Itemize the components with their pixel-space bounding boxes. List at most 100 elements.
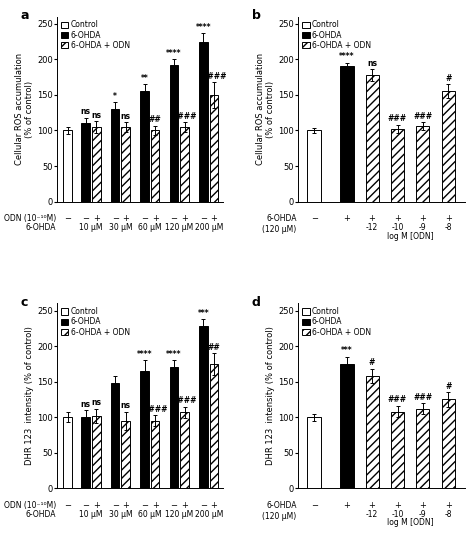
Text: +: + bbox=[181, 501, 188, 510]
Bar bbox=[140, 371, 149, 488]
Bar bbox=[339, 67, 354, 201]
Text: 200 μM: 200 μM bbox=[194, 223, 223, 232]
Text: c: c bbox=[20, 296, 27, 309]
Text: +: + bbox=[93, 214, 100, 224]
Text: 6-OHDA: 6-OHDA bbox=[26, 509, 56, 519]
Bar bbox=[180, 127, 189, 201]
Text: #: # bbox=[369, 359, 375, 367]
Text: 30 μM: 30 μM bbox=[109, 509, 132, 519]
Bar bbox=[442, 400, 455, 488]
Text: 10 μM: 10 μM bbox=[79, 223, 103, 232]
Bar bbox=[391, 129, 404, 201]
Text: +: + bbox=[419, 214, 426, 224]
Text: ###: ### bbox=[413, 392, 432, 402]
Bar bbox=[121, 127, 130, 201]
Text: ****: **** bbox=[166, 350, 182, 359]
Text: ###: ### bbox=[413, 112, 432, 120]
Text: d: d bbox=[252, 296, 260, 309]
Bar bbox=[151, 421, 159, 488]
Text: 60 μM: 60 μM bbox=[138, 223, 162, 232]
Bar bbox=[365, 376, 379, 488]
Y-axis label: DHR 123  intensity (% of control): DHR 123 intensity (% of control) bbox=[25, 326, 34, 465]
Text: 6-OHDA
(120 μM): 6-OHDA (120 μM) bbox=[263, 214, 297, 234]
Text: −: − bbox=[141, 501, 148, 510]
Text: ****: **** bbox=[196, 23, 211, 32]
Legend: Control, 6-OHDA, 6-OHDA + ODN: Control, 6-OHDA, 6-OHDA + ODN bbox=[302, 307, 371, 336]
Bar bbox=[365, 75, 379, 201]
Text: a: a bbox=[20, 9, 29, 22]
Text: −: − bbox=[200, 214, 207, 224]
Text: ns: ns bbox=[91, 398, 101, 407]
Legend: Control, 6-OHDA, 6-OHDA + ODN: Control, 6-OHDA, 6-OHDA + ODN bbox=[61, 307, 130, 336]
Bar bbox=[417, 126, 429, 201]
Text: +: + bbox=[445, 214, 452, 224]
Text: 120 μM: 120 μM bbox=[165, 223, 193, 232]
Text: −: − bbox=[64, 214, 71, 224]
Text: -12: -12 bbox=[366, 223, 378, 232]
Text: +: + bbox=[343, 214, 350, 224]
Text: ****: **** bbox=[166, 49, 182, 58]
Text: 6-OHDA
(120 μM): 6-OHDA (120 μM) bbox=[263, 501, 297, 521]
Text: +: + bbox=[445, 501, 452, 510]
Text: +: + bbox=[343, 501, 350, 510]
Bar bbox=[63, 417, 73, 488]
Bar bbox=[442, 92, 455, 201]
Legend: Control, 6-OHDA, 6-OHDA + ODN: Control, 6-OHDA, 6-OHDA + ODN bbox=[61, 21, 130, 50]
Text: ****: **** bbox=[339, 53, 355, 62]
Text: +: + bbox=[394, 214, 401, 224]
Y-axis label: Cellular ROS accumulation
(% of control): Cellular ROS accumulation (% of control) bbox=[15, 53, 34, 165]
Text: −: − bbox=[141, 214, 148, 224]
Text: 30 μM: 30 μM bbox=[109, 223, 132, 232]
Text: b: b bbox=[252, 9, 260, 22]
Text: −: − bbox=[64, 501, 71, 510]
Text: −: − bbox=[311, 501, 318, 510]
Text: ***: *** bbox=[341, 346, 353, 355]
Text: +: + bbox=[152, 214, 158, 224]
Text: 200 μM: 200 μM bbox=[194, 509, 223, 519]
Bar bbox=[111, 109, 119, 201]
Bar bbox=[199, 326, 208, 488]
Text: #: # bbox=[445, 74, 452, 83]
Bar bbox=[170, 367, 178, 488]
Text: ****: **** bbox=[137, 350, 152, 359]
Text: 6-OHDA: 6-OHDA bbox=[26, 223, 56, 232]
Text: 60 μM: 60 μM bbox=[138, 509, 162, 519]
Text: ODN (10⁻¹⁰M): ODN (10⁻¹⁰M) bbox=[4, 501, 56, 510]
Bar bbox=[92, 127, 100, 201]
Text: *: * bbox=[113, 92, 117, 100]
Y-axis label: DHR 123  intensity (% of control): DHR 123 intensity (% of control) bbox=[266, 326, 275, 465]
Bar bbox=[151, 130, 159, 201]
Text: -8: -8 bbox=[445, 509, 452, 519]
Text: +: + bbox=[369, 214, 375, 224]
Text: −: − bbox=[112, 214, 118, 224]
Text: −: − bbox=[311, 214, 318, 224]
Text: ns: ns bbox=[121, 112, 131, 120]
Text: #: # bbox=[445, 382, 452, 391]
Text: ##: ## bbox=[149, 115, 162, 124]
Text: ####: #### bbox=[172, 396, 197, 405]
Text: -9: -9 bbox=[419, 223, 427, 232]
Text: −: − bbox=[82, 501, 89, 510]
Bar bbox=[63, 130, 73, 201]
Text: ##: ## bbox=[208, 343, 220, 352]
Y-axis label: Cellular ROS accumulation
(% of control): Cellular ROS accumulation (% of control) bbox=[256, 53, 275, 165]
Text: ####: #### bbox=[172, 112, 197, 120]
Bar bbox=[339, 364, 354, 488]
Text: +: + bbox=[122, 501, 129, 510]
Bar bbox=[121, 421, 130, 488]
Text: ***: *** bbox=[198, 309, 209, 317]
Bar bbox=[92, 416, 100, 488]
Text: −: − bbox=[171, 214, 177, 224]
Bar bbox=[180, 412, 189, 488]
Text: +: + bbox=[93, 501, 100, 510]
Bar bbox=[199, 42, 208, 201]
Text: **: ** bbox=[141, 74, 148, 83]
Bar bbox=[82, 417, 90, 488]
Text: log M [ODN]: log M [ODN] bbox=[387, 231, 434, 240]
Text: +: + bbox=[419, 501, 426, 510]
Text: ns: ns bbox=[81, 107, 91, 116]
Text: ###: ### bbox=[388, 396, 407, 405]
Text: ####: #### bbox=[142, 405, 168, 413]
Text: −: − bbox=[112, 501, 118, 510]
Bar bbox=[307, 417, 321, 488]
